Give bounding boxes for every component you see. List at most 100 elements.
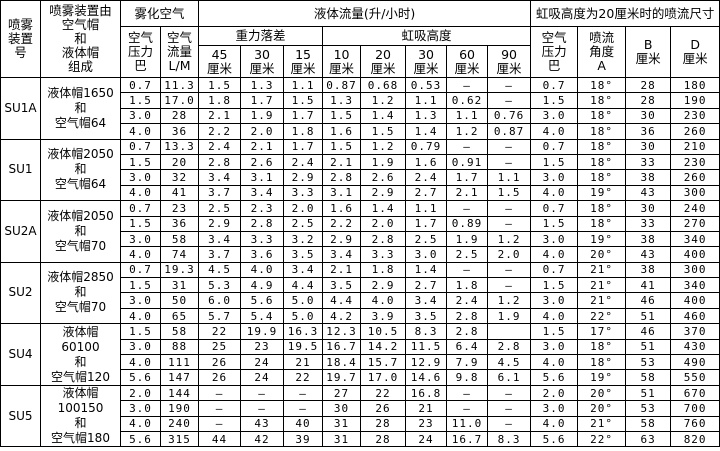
table-cell: 1.6 [322,123,362,140]
table-cell: 2.5 [405,230,448,248]
table-cell: 17.0 [159,92,200,109]
device-id: SU1 [0,138,41,202]
header-line: 和 [74,31,87,46]
table-cell: 14.6 [405,369,448,386]
table-cell: 21° [577,292,627,309]
table-cell: 1.7 [240,92,285,109]
table-cell: 2.1 [446,184,489,202]
table-cell: 180 [670,76,720,94]
table-cell: 11.3 [159,76,200,94]
table-cell: 53 [625,354,672,371]
table-cell: 3.4 [322,246,362,263]
table-cell: 2.4 [198,138,242,155]
header-line: 液体帽2050 [47,208,114,223]
table-cell: 88 [159,338,200,356]
table-cell: 5.4 [240,307,285,325]
table-cell: 24 [240,354,285,371]
table-cell: 31 [322,430,362,448]
table-cell: 36 [625,123,672,140]
table-cell: 2.4 [283,153,324,171]
table-cell: 300 [670,184,720,202]
table-cell: 0.79 [405,138,448,155]
table-cell: 315 [159,430,200,448]
table-cell: 700 [670,400,720,417]
table-cell: 1.8 [446,277,489,294]
table-cell: 2.8 [446,323,489,340]
table-cell: 6.0 [198,292,242,309]
table-cell: 18° [577,92,627,109]
table-cell: 18° [577,123,627,140]
table-cell: 1.4 [405,123,448,140]
header-line: 和 [74,162,87,177]
table-cell: 39 [283,430,324,448]
table-cell: 6.1 [487,369,532,386]
table-cell: 2.0 [120,384,161,402]
header-line: 液体帽 [61,45,100,60]
table-cell: 19° [577,369,627,386]
header-line: 液体帽2850 [47,270,114,285]
table-cell: 58 [625,415,672,432]
table-cell: 30 [322,400,362,417]
header-spray-size: 虹吸高度为20厘米时的喷流尺寸 [530,0,720,27]
table-cell [487,323,532,340]
table-cell: 20° [577,400,627,417]
header-gravity-45: 45 厘米 [198,45,242,78]
header-siphon-60: 60 厘米 [446,45,489,78]
table-cell: 4.0 [530,246,579,263]
table-cell: 3.0 [530,230,579,248]
table-cell: 260 [670,169,720,186]
header-liquid-flow: 液体流量(升/小时) [198,0,532,27]
table-row: 5.6 147 26 24 22 19.7 17.0 14.6 9.8 6.1 5.6 19° 58 55… [1,369,720,386]
table-cell: 28 [360,415,407,432]
header-line: 厘米 [329,60,355,76]
header-line: 液体帽1650 [47,85,114,100]
table-cell: – [446,261,489,279]
table-cell: 2.0 [360,215,407,232]
table-cell: 3.0 [405,246,448,263]
table-cell: 3.0 [120,107,161,125]
table-cell: 16.7 [322,338,362,356]
table-cell: 1.3 [240,76,285,94]
table-cell: 19.5 [283,338,324,356]
table-cell: 210 [670,138,720,155]
table-cell: 2.0 [240,123,285,140]
table-cell: 1.5 [530,323,579,340]
table-cell: 1.2 [487,230,532,248]
table-cell: – [487,384,532,402]
table-cell: 3.3 [283,184,324,202]
table-cell: 44 [198,430,242,448]
table-cell: 1.7 [405,215,448,232]
header-line: 厘米 [249,60,275,76]
table-cell: 19° [577,230,627,248]
table-cell: 19° [577,184,627,202]
table-cell: 4.4 [322,292,362,309]
table-cell: 3.7 [198,246,242,263]
table-cell: 22° [577,307,627,325]
header-line: 空气帽180 [51,431,110,446]
table-cell: 1.6 [405,153,448,171]
header-line: 喷雾装置由 [49,3,112,18]
header-gravity-30: 30 厘米 [240,45,285,78]
table-cell: 40 [283,415,324,432]
table-cell: 11.5 [405,338,448,356]
table-row: 3.0 58 3.4 3.3 3.2 2.9 2.8 2.5 1.9 1.2 3.0 19° 38 340 [1,230,720,248]
table-cell: 24 [240,369,285,386]
table-cell: 2.9 [360,277,407,294]
table-cell: 30 [625,138,672,155]
table-cell: 36 [159,123,200,140]
table-cell: 38 [625,230,672,248]
table-cell: 17° [577,323,627,340]
table-row: SU2A 液体帽2050 和空气帽70 0.7 23 2.5 2.3 2.0 1.6 1.4 1.1… [0,200,720,263]
table-cell: 2.9 [322,230,362,248]
table-cell: 2.4 [446,292,489,309]
table-cell: 18.4 [322,354,362,371]
table-cell: 1.1 [405,92,448,109]
table-cell: 1.5 [120,277,161,294]
table-cell: 5.0 [283,292,324,309]
header-line: 30 [418,46,434,62]
header-siphon-20: 20 厘米 [360,45,407,78]
table-row: 3.0 50 6.0 5.6 5.0 4.4 4.0 3.4 2.4 1.2 3.0 21° 46 400 [1,292,720,309]
table-cell: 1.4 [360,200,407,217]
header-line: 15 [295,46,311,62]
table-cell: 33 [625,215,672,232]
